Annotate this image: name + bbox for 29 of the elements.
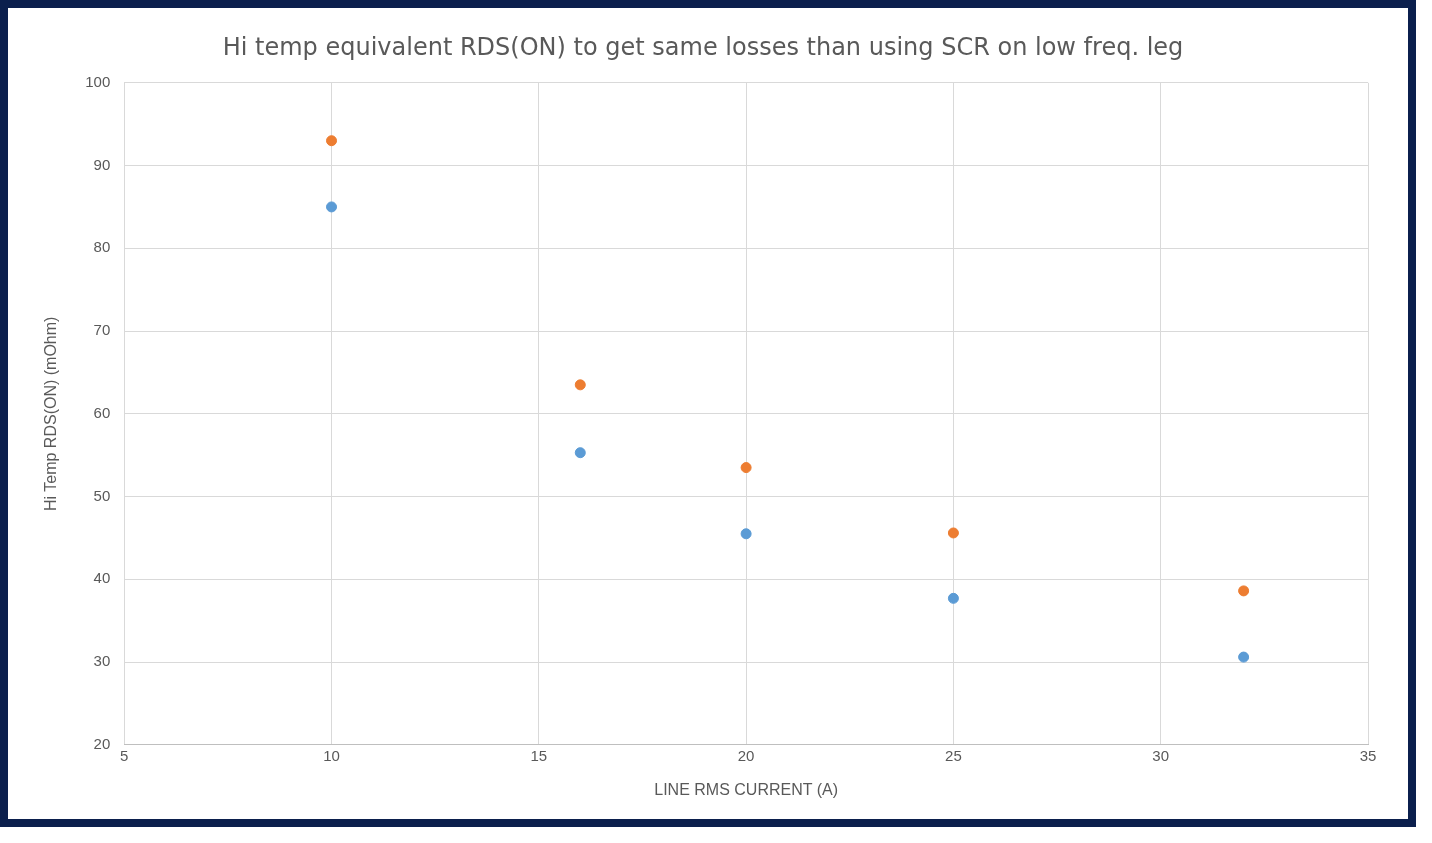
point [1238,651,1250,663]
point [740,528,752,540]
point [326,201,338,213]
point [574,447,586,459]
x-tick-label: 20 [737,746,755,764]
point [740,462,752,474]
y-tick-label: 80 [93,238,111,256]
y-tick-label: 100 [85,72,111,90]
y-tick-label: 20 [93,734,111,752]
y-tick-label: 50 [93,486,111,504]
x-tick-label: 30 [1152,746,1170,764]
x-tick-label: 5 [120,746,129,764]
point [947,527,959,539]
x-tick-label: 25 [945,746,962,764]
point [1238,585,1250,597]
y-tick-label: 70 [93,321,111,339]
x-axis-title: LINE RMS CURRENT (A) [654,780,838,798]
chart-title: Hi temp equivalent RDS(ON) to get same losses than using SCR on low freq. leg [222,32,1184,61]
y-axis-title: Hi Temp RDS(ON) (mOhm) [42,316,60,511]
y-tick-label: 30 [93,652,111,670]
x-tick-label: 15 [530,746,548,764]
point [574,379,586,391]
y-tick-label: 40 [93,569,111,587]
point [326,135,338,147]
x-tick-label: 35 [1359,746,1377,764]
y-tick-label: 90 [93,155,111,173]
y-tick-label: 60 [93,403,111,421]
x-tick-label: 10 [323,746,340,764]
point [947,592,959,604]
